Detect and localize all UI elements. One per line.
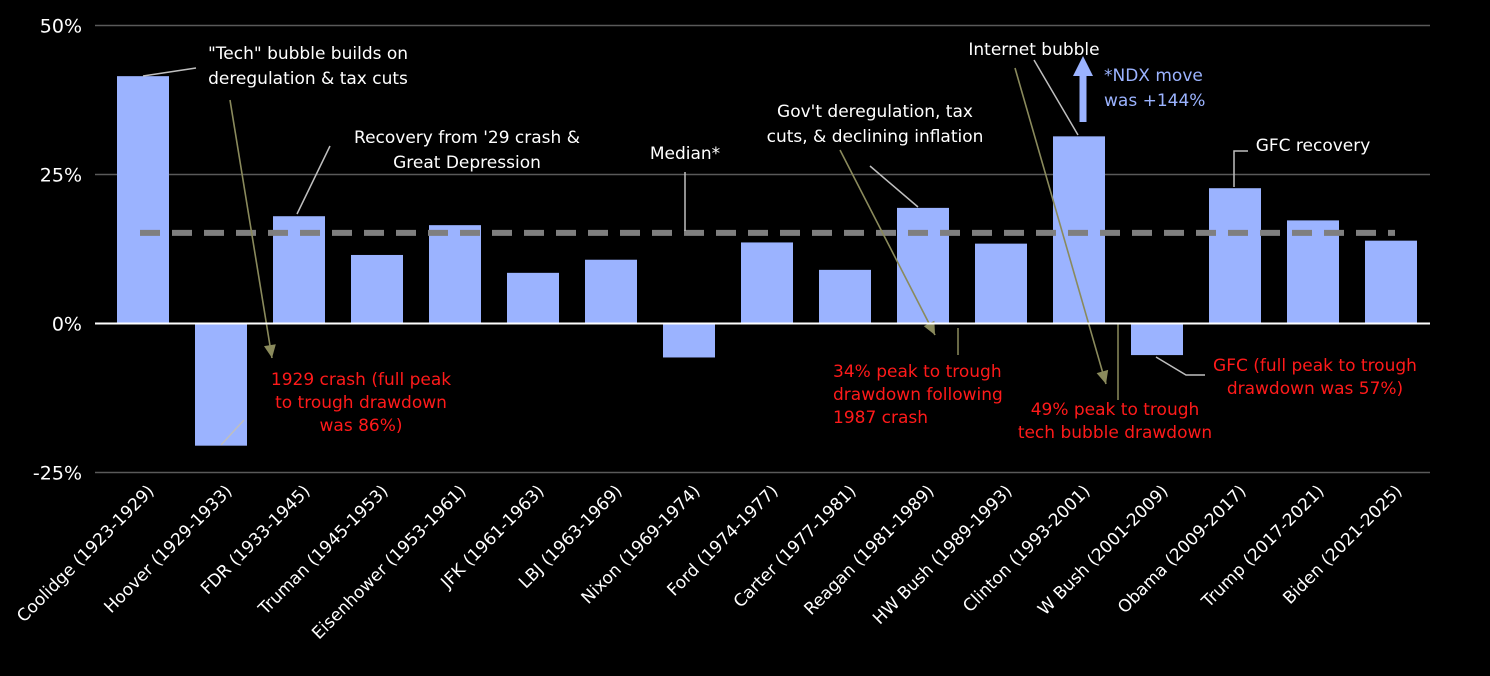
bar <box>585 259 637 324</box>
annotation-line: cuts, & declining inflation <box>767 127 984 147</box>
annotation-line: 49% peak to trough <box>1031 400 1200 420</box>
annotation-crash1987: 34% peak to trough drawdown following 1987… <box>833 362 1003 428</box>
annotation-line: "Tech" bubble builds on <box>208 44 408 64</box>
arrow-internet-to-techdd <box>1014 67 1107 385</box>
annotation-line: to trough drawdown <box>275 393 447 413</box>
leader-gfc-to-wbush <box>1155 356 1205 376</box>
annotation-line: deregulation & tax cuts <box>208 69 408 89</box>
bar <box>819 269 871 324</box>
annotation-line: was 86%) <box>320 416 403 436</box>
y-tick-label: 0% <box>52 314 82 336</box>
bar <box>975 243 1027 324</box>
annotation-line: GFC (full peak to trough <box>1213 356 1417 376</box>
x-tick-label: Obama (2009-2017) <box>1114 481 1250 617</box>
bar <box>195 323 247 446</box>
annotation-crash1929: 1929 crash (full peak to trough drawdown w… <box>271 370 451 436</box>
leader-tech-to-coolidge <box>142 67 197 77</box>
x-tick-label: Truman (1945-1953) <box>254 481 392 619</box>
annotation-line: 1987 crash <box>833 408 928 428</box>
annotation-internet: Internet bubble <box>968 40 1099 60</box>
annotation-recovery29: Recovery from '29 crash & Great Depressio… <box>354 128 580 173</box>
bar <box>1287 220 1339 324</box>
annotation-techdd: 49% peak to trough tech bubble drawdown <box>1018 400 1212 443</box>
annotation-line: Gov't deregulation, tax <box>777 102 973 122</box>
annotation-line: Great Depression <box>393 153 541 173</box>
annotation-ndx: *NDX move was +144% <box>1104 66 1205 111</box>
annotation-line: drawdown was 57%) <box>1227 379 1403 399</box>
annotation-tech: "Tech" bubble builds on deregulation & ta… <box>208 44 408 89</box>
annotation-leaders <box>142 56 1248 446</box>
bar <box>1209 188 1261 324</box>
x-tick-label: Clinton (1993-2001) <box>959 481 1094 616</box>
leader-gfcrec-to-obama <box>1233 150 1248 187</box>
annotation-line: Internet bubble <box>968 40 1099 60</box>
bar <box>741 242 793 324</box>
x-tick-label: Coolidge (1923-1929) <box>13 481 158 626</box>
bar <box>429 225 481 324</box>
annotation-line: was +144% <box>1104 91 1205 111</box>
bar <box>897 207 949 324</box>
y-tick-label: 50% <box>40 16 82 38</box>
annotation-govdereg: Gov't deregulation, tax cuts, & declining… <box>767 102 984 147</box>
ndx-arrow-shaft <box>1079 72 1087 122</box>
leader-govdereg-to-reagan <box>869 165 919 208</box>
annotation-line: Recovery from '29 crash & <box>354 128 580 148</box>
bar <box>351 254 403 324</box>
bar <box>117 76 169 324</box>
bar <box>507 272 559 324</box>
ndx-arrow-head <box>1073 56 1093 76</box>
x-tick-label: Eisenhower (1953-1961) <box>308 481 470 643</box>
bar <box>1131 323 1183 356</box>
arrow-tech-to-1929 <box>229 99 273 359</box>
leader-recovery-to-fdr <box>296 145 331 215</box>
leader-1929-to-hoover <box>220 419 245 446</box>
y-tick-label: 25% <box>40 165 82 187</box>
leader-internet-to-clinton <box>1033 59 1079 136</box>
annotation-gfc: GFC (full peak to trough drawdown was 57%… <box>1213 356 1417 399</box>
y-tick-label: -25% <box>33 463 82 485</box>
bar <box>1365 240 1417 324</box>
annotation-line: drawdown following <box>833 385 1003 405</box>
arrow-tech-to-1929-head <box>263 344 276 358</box>
annotation-line: tech bubble drawdown <box>1018 423 1212 443</box>
annotation-line: GFC recovery <box>1256 136 1371 156</box>
x-tick-label: W Bush (2001-2009) <box>1034 481 1172 619</box>
gridlines <box>95 24 1430 474</box>
x-tick-label: Hoover (1929-1933) <box>100 481 236 617</box>
arrow-internet-to-techdd-head <box>1096 369 1109 384</box>
x-tick-label: HW Bush (1989-1993) <box>869 481 1016 628</box>
annotation-line: 34% peak to trough <box>833 362 1002 382</box>
annotation-line: *NDX move <box>1104 66 1203 86</box>
annotation-line: 1929 crash (full peak <box>271 370 451 390</box>
arrow-govdereg-to-1987 <box>839 149 936 336</box>
median-label: Median* <box>650 144 720 164</box>
bar <box>663 323 715 358</box>
annotation-gfcrec: GFC recovery <box>1256 136 1371 156</box>
x-tick-label: Reagan (1981-1989) <box>800 481 938 619</box>
